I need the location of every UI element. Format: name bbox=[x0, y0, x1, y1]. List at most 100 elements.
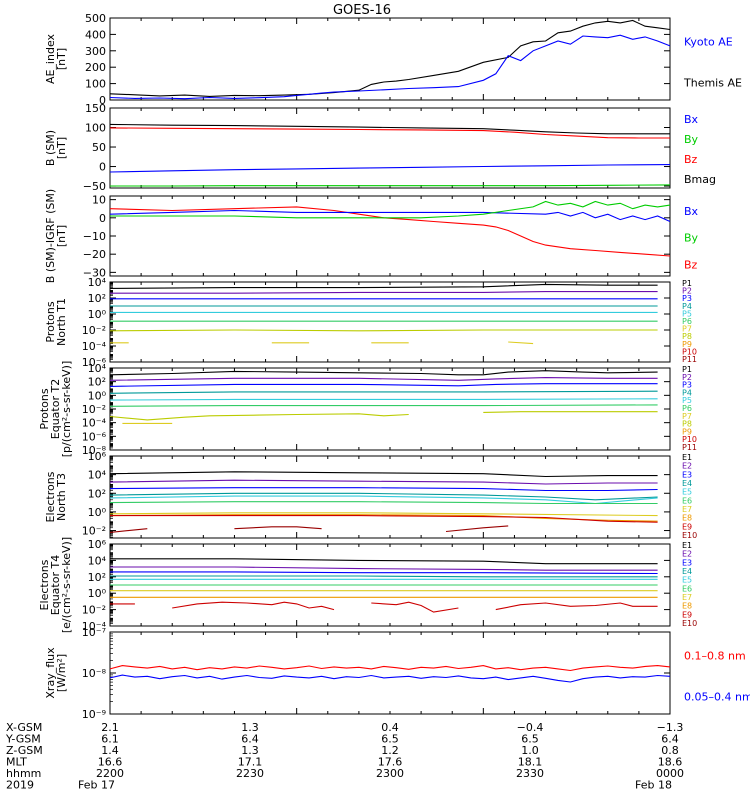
legend-label: E5 bbox=[682, 488, 692, 497]
series-line-p5 bbox=[109, 398, 658, 401]
axis-row-label: Y-GSM bbox=[5, 733, 41, 746]
axis-row-label: hhmm bbox=[6, 767, 41, 780]
axis-row-value: 1.4 bbox=[101, 744, 119, 757]
legend-label: P8 bbox=[682, 420, 692, 429]
legend-label: E9 bbox=[682, 522, 692, 531]
y-tick-label-3: 0 bbox=[99, 212, 106, 225]
y-tick-label-5: 10⁻⁸ bbox=[82, 444, 107, 457]
legend-label: 0.05–0.4 nm bbox=[684, 691, 750, 704]
axis-row-value: 2.1 bbox=[101, 721, 119, 734]
y-tick-label-6: 10² bbox=[88, 487, 106, 500]
legend-label: P5 bbox=[682, 396, 692, 405]
legend-label: E9 bbox=[682, 610, 692, 619]
series-line-bx bbox=[109, 209, 671, 223]
axis-row-value: 2330 bbox=[516, 767, 544, 780]
y-tick-label-1: 400 bbox=[85, 28, 106, 41]
legend-label: P4 bbox=[682, 302, 692, 311]
axis-row-value: 6.5 bbox=[381, 733, 399, 746]
y-axis-label-5: Protons bbox=[38, 388, 51, 429]
legend-label: P3 bbox=[682, 294, 692, 303]
series-line-e2 bbox=[109, 479, 658, 485]
y-tick-label-6: 10⁶ bbox=[88, 450, 107, 463]
y-axis-label-4: Protons bbox=[44, 301, 57, 342]
legend-label: P8 bbox=[682, 332, 692, 341]
y-tick-label-5: 10⁴ bbox=[88, 362, 107, 375]
y-tick-label-1: 0 bbox=[99, 94, 106, 107]
axis-row-value: 2230 bbox=[236, 767, 264, 780]
y-tick-label-8: 10⁻⁹ bbox=[82, 708, 106, 721]
y-tick-label-4: 10⁻⁶ bbox=[82, 356, 107, 369]
y-axis-label-2: B (SM) bbox=[44, 130, 57, 166]
series-line-p7 bbox=[109, 329, 658, 332]
y-tick-label-1: 300 bbox=[85, 45, 106, 58]
legend-label: P1 bbox=[682, 365, 692, 374]
series-line-bz bbox=[109, 127, 670, 139]
y-axis-label-8: [W/m²] bbox=[55, 654, 68, 692]
series-line-p7 bbox=[109, 413, 409, 421]
plot-title: GOES-16 bbox=[333, 3, 391, 18]
series-line-e6 bbox=[109, 501, 658, 505]
y-tick-label-5: 10⁻⁴ bbox=[82, 417, 107, 430]
series-line-e7 bbox=[109, 512, 658, 517]
legend-label: P9 bbox=[682, 427, 692, 436]
axis-row-value: 0000 bbox=[656, 767, 684, 780]
series-line-e10 bbox=[109, 528, 148, 533]
y-tick-label-4: 10² bbox=[88, 292, 106, 305]
axis-row-label: X-GSM bbox=[6, 721, 42, 734]
legend-label: P2 bbox=[682, 287, 692, 296]
legend-label: E8 bbox=[682, 514, 692, 523]
panel-frame-3 bbox=[109, 195, 671, 277]
y-axis-label-7: Equator T4 bbox=[49, 555, 62, 615]
axis-row-value: 2300 bbox=[376, 767, 404, 780]
legend-label: Bx bbox=[684, 205, 699, 218]
y-tick-label-5: 10⁻⁶ bbox=[82, 430, 107, 443]
y-axis-label-1: AE_index bbox=[44, 33, 57, 84]
legend-label: P2 bbox=[682, 373, 692, 382]
axis-row-value: Feb 18 bbox=[635, 779, 672, 792]
series-line-p6 bbox=[109, 404, 658, 407]
y-axis-label-7: [e/(cm²-s-sr-keV)] bbox=[60, 537, 73, 633]
legend-label: E3 bbox=[682, 558, 692, 567]
axis-row-value: 17.1 bbox=[238, 756, 263, 769]
series-line-p7b bbox=[483, 411, 658, 413]
axis-row-value: 1.2 bbox=[381, 744, 399, 757]
legend-label: P5 bbox=[682, 309, 692, 318]
legend-label: Bx bbox=[684, 113, 699, 126]
y-tick-label-7: 10⁴ bbox=[88, 554, 107, 567]
legend-label: By bbox=[684, 232, 699, 245]
y-tick-label-3: −10 bbox=[83, 230, 106, 243]
legend-label: Bz bbox=[684, 153, 698, 166]
legend-label: E2 bbox=[682, 550, 692, 559]
series-line-p1 bbox=[109, 370, 658, 376]
y-axis-label-1: [nT] bbox=[55, 48, 68, 70]
series-line-e4 bbox=[110, 575, 658, 578]
series-line-e9b bbox=[172, 601, 335, 611]
y-tick-label-7: 10² bbox=[88, 571, 106, 584]
y-axis-label-8: Xray_flux bbox=[44, 647, 57, 699]
legend-label: P6 bbox=[682, 404, 692, 413]
panel-frame-1 bbox=[109, 17, 671, 101]
y-tick-label-2: 50 bbox=[92, 141, 106, 154]
series-line-e3 bbox=[110, 571, 658, 575]
series-line-p2 bbox=[109, 377, 658, 381]
series-line-e1 bbox=[110, 558, 658, 565]
legend-label: P6 bbox=[682, 317, 692, 326]
y-axis-label-3: B (SM)-IGRF (SM) bbox=[44, 189, 57, 283]
legend-label: E4 bbox=[682, 567, 692, 576]
legend-label: Themis AE bbox=[683, 77, 742, 90]
y-tick-label-8: 10⁻⁸ bbox=[82, 667, 107, 680]
legend-label: P1 bbox=[682, 279, 692, 288]
y-tick-label-1: 200 bbox=[85, 61, 106, 74]
y-tick-label-3: 10 bbox=[92, 194, 106, 207]
y-axis-label-6: North T3 bbox=[55, 473, 68, 521]
legend-label: 0.1–0.8 nm bbox=[684, 650, 746, 663]
axis-row-value: 2200 bbox=[96, 767, 124, 780]
y-tick-label-4: 10⁴ bbox=[88, 276, 107, 289]
y-tick-label-7: 10⁻⁴ bbox=[82, 620, 107, 633]
y-tick-label-4: 10⁰ bbox=[88, 308, 107, 321]
y-tick-label-7: 10⁰ bbox=[88, 587, 107, 600]
legend-label: P10 bbox=[682, 347, 697, 356]
legend-label: E4 bbox=[682, 479, 692, 488]
axis-row-value: 18.6 bbox=[658, 756, 683, 769]
